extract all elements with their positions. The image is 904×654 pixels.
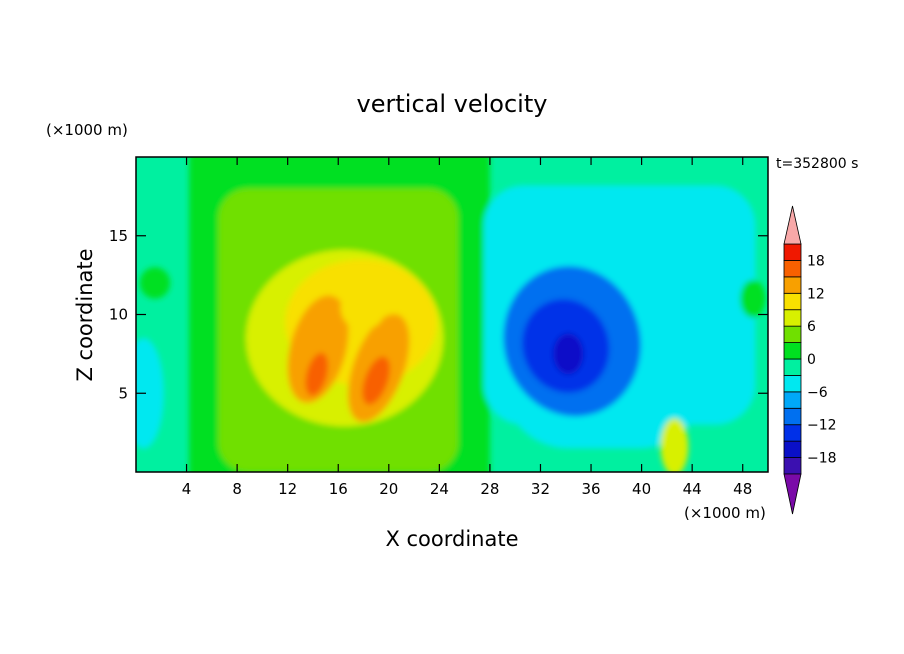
colorbar-tick-label: 6 [807, 319, 816, 335]
x-tick-label: 4 [182, 480, 192, 498]
downdraft-peak [553, 333, 584, 375]
colorbar-band [783, 342, 802, 360]
colorbar-under-triangle [783, 473, 802, 515]
colorbar-tick-label: 12 [807, 286, 825, 302]
colorbar-tick-label: −12 [807, 418, 837, 434]
colorbar-band [783, 309, 802, 327]
colorbar-tick-label: 0 [807, 352, 816, 368]
chart-title: vertical velocity [357, 90, 548, 118]
x-tick-label: 40 [632, 480, 651, 498]
colorbar-band [783, 292, 802, 311]
updraft-upper [340, 283, 387, 331]
right-edge-updraft [740, 279, 766, 318]
colorbar: 18 12 6 0 −6 −12 −18 [783, 205, 837, 515]
updraft-peak-left [305, 352, 329, 396]
y-tick-label: 10 [109, 306, 128, 324]
x-unit-label: (×1000 m) [684, 504, 766, 522]
colorbar-band [783, 424, 802, 442]
colorbar-over-triangle [783, 205, 802, 245]
left-edge-updraft [139, 267, 171, 299]
y-axis-label: Z coordinate [73, 248, 97, 381]
contour-plot-area [136, 157, 768, 472]
colorbar-band [783, 391, 802, 409]
x-tick-label: 32 [531, 480, 550, 498]
y-tick-label: 15 [109, 227, 128, 245]
colorbar-band [783, 407, 802, 426]
y-tick-label: 5 [118, 384, 128, 402]
colorbar-tick-label: −18 [807, 451, 837, 467]
x-tick-label: 36 [581, 480, 600, 498]
x-axis-label: X coordinate [385, 527, 518, 551]
colorbar-band [783, 375, 802, 393]
x-tick-label: 48 [733, 480, 752, 498]
colorbar-band [783, 457, 802, 475]
colorbar-band [783, 276, 802, 294]
colorbar-band [783, 243, 802, 261]
x-tick-label: 28 [480, 480, 499, 498]
x-tick-label: 16 [329, 480, 348, 498]
x-tick-label: 12 [278, 480, 297, 498]
colorbar-band [783, 260, 802, 278]
updraft-max-left [287, 295, 349, 403]
colorbar-band [783, 325, 802, 343]
x-tick-label: 44 [683, 480, 702, 498]
colorbar-tick-label: −6 [807, 385, 828, 401]
y-unit-label: (×1000 m) [46, 121, 128, 139]
x-tick-label: 20 [379, 480, 398, 498]
x-axis-ticks: 4 8 12 16 20 24 28 32 36 40 44 48 [182, 157, 752, 498]
x-tick-label: 24 [430, 480, 449, 498]
updraft-peak [362, 356, 390, 405]
colorbar-tick-label: 18 [807, 253, 825, 269]
colorbar-band [783, 358, 802, 376]
time-label: t=352800 s [776, 156, 858, 172]
small-updraft [660, 418, 689, 472]
left-edge-downdraft [136, 338, 164, 449]
colorbar-band [783, 440, 802, 458]
x-tick-label: 8 [232, 480, 242, 498]
y-axis-ticks: 5 10 15 [109, 227, 768, 402]
